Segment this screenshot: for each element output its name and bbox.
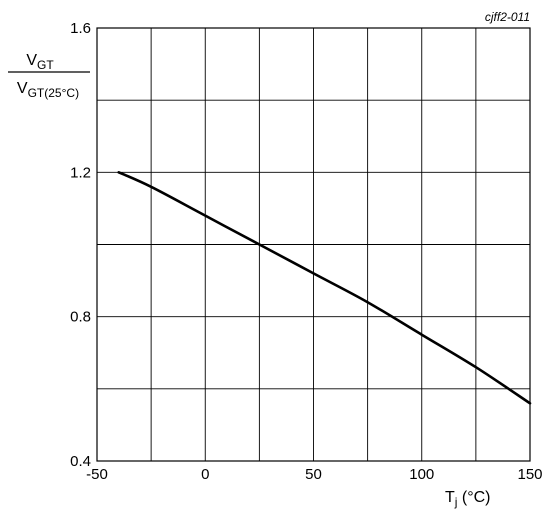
x-tick-label: 150	[517, 466, 542, 483]
y-tick-label: 1.2	[70, 164, 91, 181]
series-line	[117, 171, 532, 405]
figure-code: cjff2-011	[485, 10, 530, 24]
plot-frame	[96, 27, 531, 462]
x-tick-label: -50	[86, 466, 108, 483]
y-axis-label: VGT VGT(25°C)	[8, 52, 90, 100]
y-tick-label: 0.8	[70, 309, 91, 326]
x-axis-label: Tj (°C)	[445, 489, 491, 509]
grid-lines	[97, 28, 530, 461]
y-tick-labels: 0.4 0.8 1.2 1.6	[70, 20, 91, 470]
x-tick-label: 50	[305, 466, 322, 483]
x-tick-label: 100	[409, 466, 434, 483]
x-tick-label: 0	[201, 466, 209, 483]
x-tick-labels: -50 0 50 100 150	[86, 466, 542, 483]
y-axis-numerator: VGT	[26, 52, 54, 72]
y-axis-denominator: VGT(25°C)	[17, 80, 79, 100]
y-tick-label: 0.4	[70, 453, 91, 470]
y-tick-label: 1.6	[70, 20, 91, 37]
